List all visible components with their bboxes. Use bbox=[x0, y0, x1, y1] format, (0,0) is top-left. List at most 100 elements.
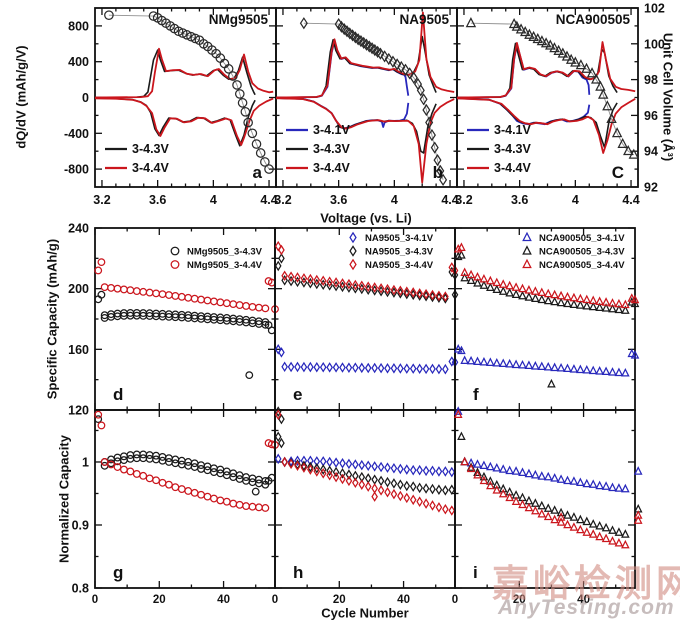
legend-c: 3-4.1V 3-4.3V 3-4.4V bbox=[467, 123, 531, 175]
panel-letter: h bbox=[293, 563, 303, 582]
legend-label: NA9505_3-4.3V bbox=[365, 247, 434, 258]
series-i-black bbox=[457, 431, 643, 538]
x-tick-label: 0 bbox=[92, 594, 98, 606]
panel-letter: d bbox=[113, 385, 123, 404]
x-tick-label: 40 bbox=[217, 594, 230, 606]
series-f-blue bbox=[453, 344, 640, 377]
panel-letter: C bbox=[612, 163, 624, 182]
axis-ticks bbox=[274, 410, 455, 589]
axis-title-normalized-capacity: Normalized Capacity bbox=[56, 435, 72, 563]
y-tick-label: 160 bbox=[68, 343, 89, 357]
legend-label: NA9505_3-4.1V bbox=[365, 233, 434, 244]
x-tick-label: 0 bbox=[272, 594, 278, 606]
series-d-red bbox=[94, 258, 279, 314]
panel-letter: a bbox=[253, 163, 263, 182]
y2-tick-label: 100 bbox=[644, 37, 665, 51]
legend-label: NCA900505_3-4.4V bbox=[539, 260, 625, 271]
legend-label: NCA900505_3-4.1V bbox=[539, 233, 625, 244]
axis-title-specific-capacity: Specific Capacity (mAh/g) bbox=[44, 238, 60, 400]
legend-label: 3-4.4V bbox=[313, 161, 350, 175]
legend-label: 3-4.3V bbox=[132, 142, 169, 156]
axis-title-voltage: Voltage (vs. Li) bbox=[320, 210, 412, 226]
y-tick-label: 0.8 bbox=[72, 582, 89, 596]
x-tick-label: 3.2 bbox=[93, 193, 110, 207]
series-h-red bbox=[274, 409, 456, 516]
legend-a: 3-4.3V 3-4.4V bbox=[105, 142, 169, 175]
series-e-red bbox=[274, 240, 459, 302]
legend-f: NCA900505_3-4.1V NCA900505_3-4.3V NCA90050… bbox=[522, 231, 625, 271]
legend-label: NMg9505_3-4.3V bbox=[187, 247, 263, 258]
y-tick-label: 0.9 bbox=[72, 518, 89, 532]
legend-label: NCA900505_3-4.3V bbox=[539, 247, 625, 258]
panel-letter: g bbox=[113, 563, 123, 582]
x-tick-label: 4 bbox=[210, 193, 217, 207]
x-tick-label: 3.6 bbox=[149, 193, 166, 207]
panel-letter: f bbox=[473, 385, 479, 404]
dqdv-curve-blue bbox=[456, 42, 591, 99]
dqdv-curve-red bbox=[456, 97, 636, 154]
axis-ticks bbox=[457, 7, 638, 188]
x-tick-label: 20 bbox=[153, 594, 166, 606]
x-tick-label: 4.4 bbox=[622, 193, 639, 207]
axis-title-unit-cell-volume: Unit Cell Volume (Å³) bbox=[660, 32, 676, 162]
y-tick-label: 120 bbox=[68, 404, 89, 418]
plot-frame bbox=[94, 409, 276, 589]
panel-a: 3.2 3.6 4 4.4 800 400 0 -400 -800 3-4.3V 3-4.4V NMg… bbox=[64, 7, 278, 207]
series-g-red bbox=[94, 410, 279, 512]
volume-series bbox=[299, 17, 448, 186]
legend-label: 3-4.1V bbox=[494, 123, 531, 137]
x-tick-label: 4 bbox=[572, 193, 579, 207]
legend-label: 3-4.4V bbox=[132, 161, 169, 175]
series-e-blue bbox=[274, 344, 459, 375]
dqdv-curve-black bbox=[275, 35, 437, 99]
y-tick-label: 0 bbox=[82, 91, 89, 105]
plot-frame bbox=[454, 409, 636, 589]
series-f-black bbox=[453, 250, 640, 388]
series-h-black bbox=[274, 406, 456, 496]
panel-title: NMg9505 bbox=[209, 12, 269, 27]
panel-title: NA9505 bbox=[399, 12, 449, 27]
legend-label: 3-4.3V bbox=[313, 142, 350, 156]
axis-title-dqdv: dQ/dV (mAh/g/V) bbox=[13, 45, 29, 149]
y-tick-label: -400 bbox=[64, 127, 89, 141]
legend-label: NMg9505_3-4.4V bbox=[187, 260, 263, 271]
y-tick-label: 1 bbox=[82, 455, 89, 469]
y2-tick-label: 94 bbox=[644, 145, 658, 159]
series-i-red bbox=[453, 409, 643, 549]
panel-letter: b bbox=[433, 163, 443, 182]
x-tick-label: 4 bbox=[391, 193, 398, 207]
axis-ticks bbox=[94, 410, 275, 589]
series-g-black bbox=[94, 415, 276, 496]
volume-series bbox=[104, 10, 274, 174]
y-tick-label: 400 bbox=[68, 55, 89, 69]
watermark-chinese: 嘉峪检测网 bbox=[492, 563, 680, 604]
y-tick-label: -800 bbox=[64, 163, 89, 177]
series-d-black bbox=[94, 290, 276, 380]
axis-title-cycle-number: Cycle Number bbox=[321, 605, 409, 621]
x-tick-label: 4.4 bbox=[260, 193, 277, 207]
plot-frame bbox=[274, 409, 456, 589]
panel-letter: i bbox=[473, 563, 478, 582]
y2-tick-label: 102 bbox=[644, 2, 665, 16]
panel-i: 0 20 40 i bbox=[452, 406, 643, 606]
dqdv-curve-red bbox=[275, 11, 455, 99]
panel-title: NCA900505 bbox=[556, 12, 631, 27]
y-tick-label: 800 bbox=[68, 19, 89, 33]
y-tick-label: 240 bbox=[68, 222, 89, 236]
panel-b: 3.2 3.6 4 4.4 3-4.1V 3-4.3V 3-4.4V NA9505 b bbox=[274, 7, 459, 207]
x-tick-label: 20 bbox=[333, 594, 346, 606]
y-tick-label: 200 bbox=[68, 282, 89, 296]
series-i-blue bbox=[453, 406, 643, 493]
x-tick-label: 20 bbox=[513, 594, 526, 606]
panel-f: NCA900505_3-4.1V NCA900505_3-4.3V NCA90050… bbox=[453, 227, 640, 411]
dqdv-curve-red bbox=[94, 47, 274, 99]
x-tick-label: 0 bbox=[452, 594, 458, 606]
panel-d: 240 200 160 120 NMg9505_3-4.3V NMg9505_3-4.4V… bbox=[68, 222, 279, 418]
series-f-red bbox=[453, 242, 640, 309]
y2-tick-label: 96 bbox=[644, 109, 658, 123]
legend-e: NA9505_3-4.1V NA9505_3-4.3V NA9505_3-4.4V bbox=[349, 231, 434, 271]
x-tick-label: 4.4 bbox=[441, 193, 458, 207]
dqdv-curve-blue bbox=[456, 97, 591, 126]
